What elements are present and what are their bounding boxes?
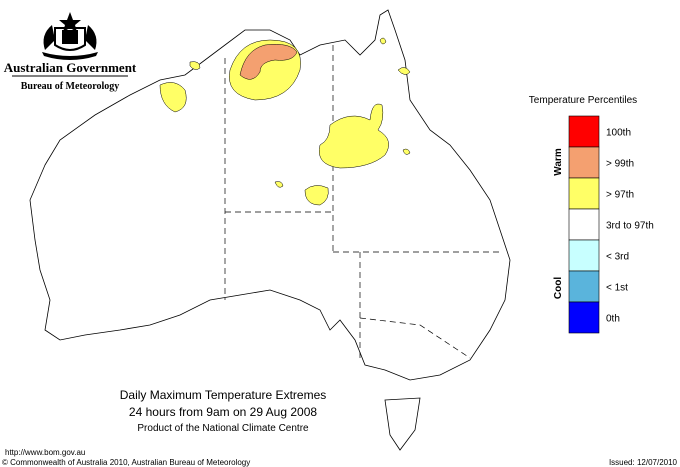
legend-title: Temperature Percentiles xyxy=(529,95,637,106)
tasmania xyxy=(384,397,421,451)
very-warm-area xyxy=(239,44,298,80)
footer-url: http://www.bom.gov.au xyxy=(5,448,85,457)
cool-label: Cool xyxy=(553,277,564,299)
legend-label: > 99th xyxy=(606,159,634,170)
footer-issued: Issued: 12/07/2010 xyxy=(609,458,678,467)
map xyxy=(29,9,511,451)
government-name: Australian Government xyxy=(4,60,137,75)
legend-swatch xyxy=(568,146,600,179)
caption-period: 24 hours from 9am on 29 Aug 2008 xyxy=(129,405,317,419)
caption-product: Product of the National Climate Centre xyxy=(137,423,309,434)
legend-label: < 1st xyxy=(606,283,628,294)
mainland xyxy=(29,9,511,381)
legend-label: 100th xyxy=(606,128,631,139)
legend-swatch xyxy=(568,177,600,210)
warm-label: Warm xyxy=(553,148,564,176)
legend-label: 3rd to 97th xyxy=(606,221,654,232)
legend-label: > 97th xyxy=(606,190,634,201)
legend-label: 0th xyxy=(606,314,620,325)
bureau-name: Bureau of Meteorology xyxy=(21,81,120,92)
legend-swatch xyxy=(568,115,600,148)
legend-swatch xyxy=(568,270,600,303)
footer-copyright: © Commonwealth of Australia 2010, Austra… xyxy=(2,458,250,467)
legend-swatch xyxy=(568,301,600,334)
legend-label: < 3rd xyxy=(606,252,629,263)
legend-swatch xyxy=(568,239,600,272)
crest xyxy=(42,12,98,60)
caption-title: Daily Maximum Temperature Extremes xyxy=(120,388,327,402)
legend: 100th > 99th > 97th 3rd to 97th < 3rd < 1st 0t… xyxy=(568,115,654,334)
legend-swatch xyxy=(568,208,600,241)
